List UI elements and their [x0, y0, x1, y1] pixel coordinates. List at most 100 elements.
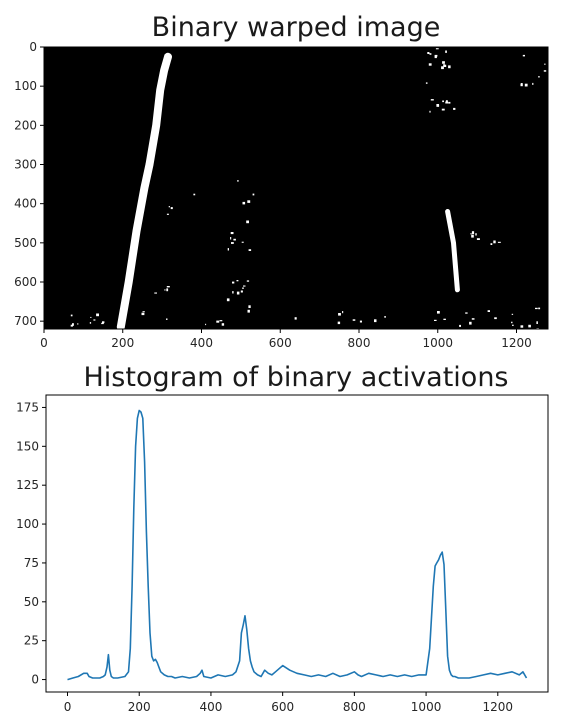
- histogram-title: Histogram of binary activations: [84, 362, 509, 393]
- lane-line-2: [445, 209, 460, 293]
- noise-pixel: [216, 320, 220, 323]
- noise-pixel: [521, 83, 523, 86]
- noise-pixel: [443, 64, 447, 67]
- image-x-tick-label: 800: [348, 336, 371, 350]
- noise-pixel: [524, 83, 528, 87]
- noise-pixel: [471, 318, 475, 320]
- noise-pixel: [166, 288, 169, 292]
- noise-pixel: [428, 63, 432, 66]
- noise-pixel: [205, 323, 207, 326]
- image-x-tick-label: 600: [269, 336, 292, 350]
- noise-pixel: [236, 291, 240, 295]
- noise-pixel: [425, 82, 428, 84]
- noise-pixel: [490, 243, 493, 245]
- image-frame: [43, 46, 549, 330]
- histogram-frame: [45, 394, 549, 693]
- noise-pixel: [70, 314, 73, 317]
- noise-pixel: [522, 54, 525, 57]
- noise-pixel: [435, 48, 439, 50]
- noise-pixel: [448, 65, 451, 69]
- histogram-y-tick-label: 25: [24, 634, 39, 648]
- histogram-y-axis: 0 25 50 75 100 125 150 175: [16, 400, 46, 687]
- noise-pixel: [337, 321, 341, 325]
- noise-pixel: [442, 61, 445, 64]
- noise-pixel: [538, 76, 540, 78]
- noise-pixel: [429, 53, 432, 55]
- noise-pixel: [352, 319, 356, 321]
- noise-pixel: [231, 242, 234, 244]
- noise-pixel: [102, 321, 105, 324]
- noise-pixel: [164, 289, 166, 291]
- histogram-y-tick-label: 175: [16, 400, 39, 414]
- noise-pixel: [101, 322, 104, 325]
- noise-layer: [70, 48, 547, 332]
- noise-pixel: [359, 320, 362, 323]
- noise-pixel: [470, 233, 472, 235]
- noise-pixel: [520, 325, 524, 328]
- histogram-x-tick-label: 600: [271, 700, 294, 714]
- noise-pixel: [72, 323, 74, 326]
- noise-pixel: [441, 66, 444, 70]
- noise-pixel: [427, 52, 430, 54]
- noise-pixel: [170, 207, 173, 210]
- noise-pixel: [221, 323, 225, 326]
- image-y-tick-label: 700: [14, 314, 37, 328]
- noise-pixel: [493, 240, 496, 244]
- image-y-tick-label: 200: [14, 118, 37, 132]
- image-title: Binary warped image: [152, 12, 441, 43]
- noise-pixel: [342, 311, 344, 314]
- image-y-axis: 0 100 200 300 400 500 600 700: [14, 40, 44, 328]
- noise-pixel: [248, 249, 252, 251]
- noise-pixel: [219, 320, 223, 322]
- noise-pixel: [437, 311, 440, 314]
- image-x-tick-label: 1000: [422, 336, 453, 350]
- noise-pixel: [434, 319, 437, 321]
- histogram-x-tick-label: 1200: [483, 700, 514, 714]
- histogram-plot-area: [46, 395, 548, 692]
- histogram-x-axis: 0 200 400 600 800 1000 1200: [64, 692, 513, 714]
- noise-pixel: [441, 108, 445, 111]
- noise-pixel: [445, 100, 448, 103]
- image-x-tick-label: 0: [40, 336, 48, 350]
- noise-pixel: [535, 307, 538, 310]
- histogram-x-tick-label: 0: [64, 700, 72, 714]
- noise-pixel: [230, 232, 234, 235]
- noise-pixel: [89, 322, 92, 324]
- noise-pixel: [142, 311, 145, 313]
- noise-pixel: [538, 307, 541, 310]
- histogram-x-tick-label: 1000: [411, 700, 442, 714]
- noise-pixel: [242, 201, 246, 205]
- noise-pixel: [511, 313, 514, 315]
- noise-pixel: [532, 82, 534, 85]
- noise-pixel: [434, 55, 437, 59]
- lane-layer: [116, 52, 460, 331]
- noise-pixel: [96, 313, 99, 317]
- noise-pixel: [511, 321, 513, 324]
- lane-line-1: [116, 52, 172, 331]
- noise-pixel: [246, 220, 249, 224]
- noise-pixel: [237, 180, 239, 182]
- image-y-tick-label: 400: [14, 197, 37, 211]
- noise-pixel: [471, 234, 474, 238]
- noise-pixel: [294, 317, 297, 320]
- noise-pixel: [459, 324, 461, 327]
- image-panel: Binary warped image 0 200 400 600 800 1000 120…: [14, 12, 549, 350]
- image-y-tick-label: 300: [14, 158, 37, 172]
- noise-pixel: [436, 104, 439, 107]
- noise-pixel: [544, 63, 546, 65]
- noise-pixel: [384, 316, 386, 318]
- noise-pixel: [543, 70, 547, 72]
- histogram-x-tick-label: 400: [199, 700, 222, 714]
- noise-pixel: [443, 318, 446, 320]
- histogram-series-line: [67, 409, 528, 681]
- noise-pixel: [236, 280, 239, 282]
- noise-pixel: [247, 309, 250, 313]
- noise-pixel: [248, 305, 251, 308]
- histogram-y-tick-label: 100: [16, 517, 39, 531]
- noise-pixel: [166, 318, 168, 320]
- noise-pixel: [77, 323, 79, 325]
- noise-pixel: [429, 110, 431, 113]
- noise-pixel: [96, 328, 100, 332]
- histogram-x-tick-label: 200: [128, 700, 151, 714]
